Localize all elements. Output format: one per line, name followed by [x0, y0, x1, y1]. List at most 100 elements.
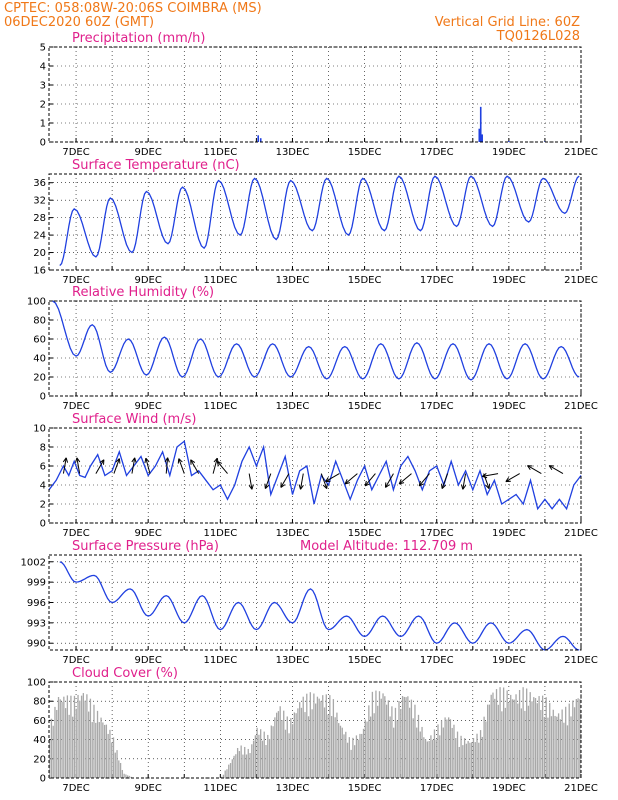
cloud-bar: [396, 720, 398, 778]
wind-arrow-head: [325, 477, 331, 483]
y-tick-label: 5: [40, 43, 46, 54]
wind-arrow: [320, 473, 328, 489]
cloud-bar: [297, 708, 299, 778]
cloud-bar: [460, 735, 462, 778]
cloud-bar: [417, 714, 420, 778]
cloud-bar: [290, 718, 292, 778]
x-tick-label: 11DEC: [203, 655, 237, 666]
cloud-bar: [318, 698, 320, 778]
cloud-bar: [235, 754, 237, 778]
cloud-bar: [77, 694, 79, 778]
cloud-bar: [275, 712, 278, 778]
cloud-bar: [487, 704, 489, 778]
cloud-bar: [272, 726, 274, 778]
cloud-bar: [229, 763, 232, 778]
cloud-bar: [127, 775, 129, 778]
wind-arrow: [95, 459, 105, 474]
cloud-bar: [228, 764, 230, 778]
y-tick-label: 20: [33, 248, 46, 259]
panel-title-rh: Relative Humidity (%): [72, 285, 214, 300]
wind-arrow-head: [190, 459, 196, 465]
wind-arrow-head: [131, 457, 137, 463]
cloud-bar: [102, 722, 104, 778]
x-tick-label: 13DEC: [276, 655, 310, 666]
y-tick-label: 100: [27, 678, 46, 689]
cloud-bar: [130, 776, 132, 778]
wind-arrow-head: [298, 484, 304, 490]
wind-arrow-head: [527, 465, 533, 471]
wind-arrow-shaft: [527, 465, 542, 475]
panel-frame: [48, 554, 582, 651]
cloud-bar: [579, 699, 581, 778]
cloud-bar: [501, 711, 503, 778]
cloud-bar: [236, 747, 239, 778]
cloud-bar: [520, 708, 523, 778]
cloud-bar: [91, 722, 93, 778]
header-run-time: 06DEC2020 60Z (GMT): [4, 15, 154, 30]
cloud-bar: [341, 727, 343, 778]
cloud-bar: [86, 694, 88, 778]
cloud-bar: [410, 699, 413, 778]
cloud-bar: [467, 741, 469, 778]
wind-arrow-shaft: [320, 473, 328, 489]
cloud-bar: [421, 726, 423, 778]
x-tick-label: 9DEC: [134, 275, 161, 286]
cloud-bar: [224, 770, 226, 778]
x-tick-label: 7DEC: [62, 401, 89, 412]
cloud-bar: [336, 712, 338, 778]
cloud-bar: [428, 741, 430, 778]
cloud-bar: [295, 713, 297, 778]
y-tick-label: 1002: [21, 557, 46, 568]
wind-arrow: [398, 473, 412, 485]
cloud-bar: [455, 738, 457, 778]
cloud-bar: [387, 700, 390, 778]
precip-bar: [257, 135, 259, 142]
wind-arrow-head: [177, 458, 183, 464]
cloud-bar: [222, 774, 225, 778]
wind-arrow-head: [115, 458, 121, 464]
cloud-bar: [52, 725, 54, 778]
panel-wind: 7DEC 9DEC 11DEC 13DEC 15DEC 17DEC 19DEC 21DEC 0 2…: [33, 412, 598, 539]
wind-arrow-shaft: [548, 465, 564, 475]
wind-arrow: [131, 457, 137, 474]
cloud-bar: [61, 701, 63, 778]
x-tick-label: 21DEC: [564, 783, 598, 794]
cloud-bar: [107, 733, 109, 778]
cloud-bar: [543, 717, 546, 778]
cloud-bar: [252, 740, 255, 778]
x-tick-label: 9DEC: [134, 401, 161, 412]
cloud-bar: [476, 733, 478, 778]
cloud-bar: [354, 745, 356, 778]
cloud-bar: [391, 706, 393, 778]
cloud-bar: [577, 698, 579, 778]
cloud-bar: [384, 696, 386, 778]
cloud-bar: [462, 745, 464, 778]
wind-arrow-head: [144, 457, 150, 464]
y-tick-label: 8: [40, 443, 46, 454]
cloud-bar: [572, 700, 574, 778]
cloud-bar: [378, 691, 381, 778]
x-tick-label: 7DEC: [62, 528, 89, 539]
cloud-bar: [345, 731, 347, 778]
cloud-bar: [89, 698, 92, 778]
header-model-code: TQ0126L028: [496, 29, 580, 44]
cloud-bar: [479, 730, 482, 778]
cloud-bar: [373, 713, 375, 778]
x-tick-label: 13DEC: [276, 147, 310, 158]
y-tick-label: 6: [40, 462, 46, 473]
wind-arrow-shaft: [398, 473, 412, 485]
temp-series-line: [59, 175, 580, 267]
cloud-bar: [339, 725, 342, 778]
x-tick-label: 11DEC: [203, 783, 237, 794]
cloud-bar: [329, 695, 331, 778]
wind-arrow: [548, 465, 564, 475]
x-tick-label: 15DEC: [348, 275, 382, 286]
cloud-bar: [446, 719, 448, 778]
cloud-bar: [249, 753, 251, 778]
cloud-bar: [268, 738, 271, 778]
wind-arrow: [298, 473, 304, 490]
cloud-bar: [270, 725, 272, 778]
wind-arrow: [177, 458, 185, 474]
wind-arrow-head: [384, 482, 390, 488]
cloud-bar: [284, 729, 287, 778]
